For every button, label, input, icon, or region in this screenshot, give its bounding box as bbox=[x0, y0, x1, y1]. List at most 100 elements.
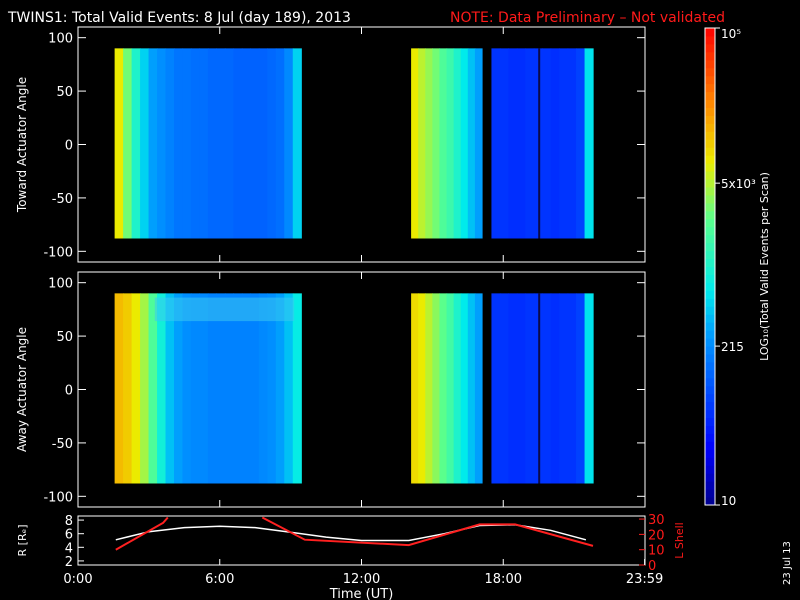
colorbar-cell bbox=[705, 425, 715, 434]
colorbar-cell bbox=[705, 266, 715, 275]
heatmap-cell bbox=[224, 48, 234, 239]
heatmap-cell bbox=[567, 293, 577, 484]
colorbar-cell bbox=[705, 123, 715, 132]
heatmap-cell bbox=[174, 48, 184, 239]
heatmap-cell bbox=[460, 48, 469, 239]
colorbar-cell bbox=[705, 338, 715, 347]
heatmap-cell bbox=[474, 48, 483, 239]
colorbar-cell bbox=[705, 194, 715, 204]
heatmap-cell bbox=[190, 48, 201, 239]
colorbar-cell bbox=[705, 59, 715, 69]
heatmap-cell bbox=[174, 293, 184, 484]
colorbar-cell bbox=[705, 417, 715, 426]
footer-date: 23 Jul 13 bbox=[782, 541, 793, 585]
heatmap-cell bbox=[284, 48, 294, 239]
heatmap-cell bbox=[140, 48, 150, 239]
y-tick-label: 6 bbox=[65, 528, 73, 543]
y2-tick-label: 30 bbox=[648, 513, 665, 528]
y-tick-label: 100 bbox=[48, 32, 73, 47]
heatmap-cell bbox=[250, 293, 260, 484]
heatmap-cell bbox=[559, 293, 569, 484]
y2-axis-label: L Shell bbox=[673, 522, 686, 558]
heatmap-cell bbox=[425, 293, 433, 484]
y-axis-label: Away Actuator Angle bbox=[15, 327, 29, 452]
heatmap-cell bbox=[499, 293, 509, 484]
heatmap-cell bbox=[140, 293, 150, 484]
heatmap-cell bbox=[216, 293, 226, 484]
heatmap-cell bbox=[453, 48, 462, 239]
colorbar-cell bbox=[705, 250, 715, 260]
heatmap-cell bbox=[275, 293, 285, 484]
colorbar-cell bbox=[705, 306, 715, 315]
heatmap-cell bbox=[199, 48, 209, 239]
heatmap-cell bbox=[499, 48, 509, 239]
colorbar-cell bbox=[705, 75, 715, 85]
heatmap-cell bbox=[258, 293, 268, 484]
heatmap-cell bbox=[525, 48, 535, 239]
heatmap-cell bbox=[584, 48, 594, 239]
colorbar-cell bbox=[705, 115, 715, 124]
heatmap-cell bbox=[275, 48, 285, 239]
l-shell-line bbox=[115, 516, 169, 551]
heatmap-cell bbox=[123, 293, 133, 484]
cusp-band bbox=[154, 297, 295, 322]
colorbar-tick-label: 215 bbox=[721, 340, 744, 354]
colorbar-tick-label: 5x10³ bbox=[721, 177, 756, 191]
heatmap-cell bbox=[148, 293, 158, 484]
colorbar-cell bbox=[705, 187, 715, 196]
y-tick-label: 2 bbox=[65, 555, 73, 570]
heatmap-cell bbox=[148, 48, 158, 239]
heatmap-cell bbox=[467, 48, 476, 239]
heatmap-cell bbox=[182, 293, 192, 484]
heatmap-cell bbox=[460, 293, 469, 484]
y-tick-label: 8 bbox=[65, 514, 73, 529]
heatmap-cell bbox=[567, 48, 577, 239]
heatmap-cell bbox=[576, 293, 586, 484]
colorbar-cell bbox=[705, 409, 715, 419]
heatmap-cell bbox=[425, 48, 433, 239]
heatmap-cell bbox=[491, 293, 501, 484]
away-angle-panel: -100 -50 0 50 100 Away Actuator Angle bbox=[15, 271, 646, 508]
x-tick-label: 6:00 bbox=[205, 572, 234, 587]
colorbar-cell bbox=[705, 163, 715, 172]
colorbar-cell bbox=[705, 497, 715, 506]
heatmap-cell bbox=[474, 293, 483, 484]
y-tick-label: 0 bbox=[65, 139, 73, 154]
colorbar-frame bbox=[704, 27, 716, 506]
heatmap-cell bbox=[446, 48, 455, 239]
colorbar-cell bbox=[705, 99, 715, 108]
colorbar-cell bbox=[705, 274, 715, 283]
y-tick-label: -100 bbox=[43, 490, 73, 505]
colorbar-cell bbox=[705, 179, 715, 188]
heatmap-cell bbox=[258, 48, 268, 239]
heatmap-cell bbox=[233, 48, 243, 239]
colorbar-cell bbox=[705, 43, 715, 53]
y-tick-label: 100 bbox=[48, 277, 73, 292]
colorbar-cell bbox=[705, 67, 715, 77]
colorbar-cell bbox=[705, 473, 715, 482]
colorbar-cell bbox=[705, 330, 715, 339]
x-tick-label: 18:00 bbox=[485, 572, 522, 587]
colorbar-cell bbox=[705, 489, 715, 498]
y2-tick-label: 0 bbox=[648, 559, 656, 574]
colorbar-cell bbox=[705, 83, 715, 93]
colorbar-cell bbox=[705, 131, 715, 140]
heatmap-cell bbox=[432, 293, 441, 484]
colorbar-cell bbox=[705, 226, 715, 236]
heatmap-cell bbox=[224, 293, 234, 484]
colorbar-cell bbox=[705, 155, 715, 164]
heatmap-cell bbox=[292, 48, 302, 239]
colorbar-tick-label: 10 bbox=[721, 494, 736, 508]
colorbar-cell bbox=[705, 353, 715, 363]
colorbar-cell bbox=[705, 35, 715, 45]
heatmap-cell bbox=[207, 48, 218, 239]
colorbar-cell bbox=[705, 298, 715, 307]
heatmap-cell bbox=[165, 48, 175, 239]
y-axis-label: Toward Actuator Angle bbox=[15, 77, 29, 213]
heatmap-cell bbox=[165, 293, 175, 484]
colorbar-tick-label: 10⁵ bbox=[721, 27, 741, 41]
heatmap-cell bbox=[241, 293, 251, 484]
heatmap-cell bbox=[241, 48, 251, 239]
